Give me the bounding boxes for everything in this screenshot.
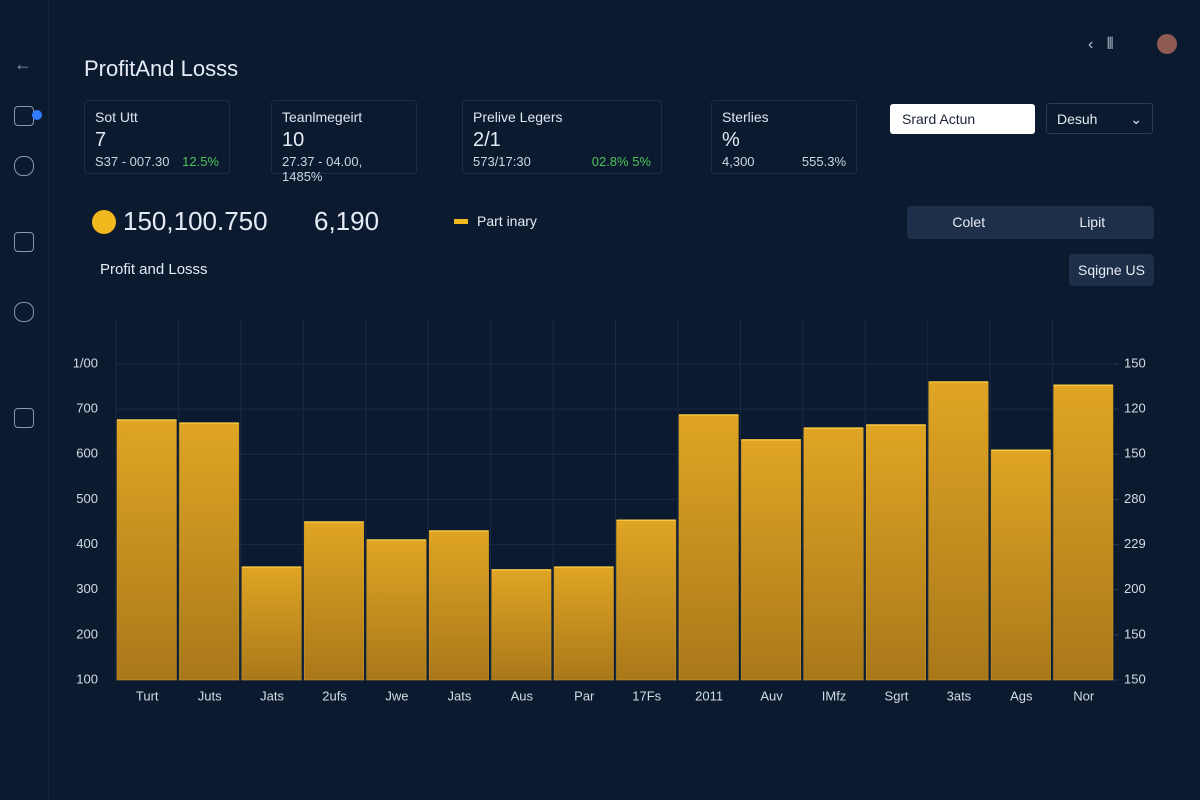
card-change: 12.5% <box>182 154 219 169</box>
stat-card: Prelive Legers 2/1 573/17:30 02.8% 5% <box>462 100 662 174</box>
legend-swatch <box>454 219 468 224</box>
bar <box>803 427 864 681</box>
card-range: S37 - 007.30 <box>95 154 170 169</box>
x-tick-label: Jats <box>447 688 471 703</box>
chart-subtitle: Profit and Losss <box>100 261 208 278</box>
bar <box>928 381 989 681</box>
card-value: 10 <box>282 129 305 151</box>
top-icons[interactable]: ‹ ⦀ <box>1088 36 1114 53</box>
card-change: 555.3% <box>801 154 846 169</box>
card-title: Teanlmegeirt <box>282 109 363 125</box>
bar <box>428 530 489 681</box>
toggle[interactable]: Colet Lipit <box>907 206 1154 239</box>
coin-icon <box>92 210 116 234</box>
card-value: 7 <box>95 129 107 151</box>
back-icon[interactable]: ← <box>14 54 32 74</box>
legend-label: Part inary <box>477 213 537 229</box>
y-tick-label: 400 <box>76 536 98 551</box>
y2-tick-label: 120 <box>1124 401 1146 416</box>
y2-tick-label: 280 <box>1124 491 1146 506</box>
x-tick-label: Turt <box>136 688 159 703</box>
bar <box>553 566 614 681</box>
toggle-option[interactable]: Lipit <box>1079 214 1106 230</box>
total-value: 150,100.750 <box>123 206 268 236</box>
stat-card: Teanlmegeirt 10 27.37 - 04.00, 1485% <box>271 100 417 184</box>
y2-tick-label: 150 <box>1124 446 1146 461</box>
card-title: Prelive Legers <box>473 109 563 125</box>
dropdown-label: Desuh <box>1057 111 1098 127</box>
card-change: 02.8% 5% <box>591 154 651 169</box>
stat-card: Sterlies % 4,300 555.3% <box>711 100 857 174</box>
page-title: ProfitAnd Losss <box>84 56 239 81</box>
bar <box>116 419 177 681</box>
y-tick-label: 300 <box>76 581 98 596</box>
nav-icon[interactable] <box>14 408 34 428</box>
nav-icon[interactable] <box>14 232 34 252</box>
bar <box>304 521 364 681</box>
bar <box>741 439 802 681</box>
sidebar: ← <box>0 0 49 800</box>
x-tick-label: 3ats <box>947 688 972 703</box>
bar <box>616 519 677 681</box>
x-tick-label: IMfz <box>822 688 847 703</box>
avatar[interactable] <box>1157 34 1177 54</box>
y-tick-label: 600 <box>76 446 98 461</box>
y2-tick-label: 229 <box>1124 536 1146 551</box>
toggle-option[interactable]: Colet <box>952 214 986 230</box>
card-range: 573/17:30 <box>473 154 531 169</box>
x-tick-label: Par <box>574 688 595 703</box>
bar <box>491 569 552 681</box>
bar <box>678 414 739 681</box>
bar <box>366 539 427 681</box>
button[interactable]: Sqigne US <box>1069 254 1154 286</box>
y-tick-label: 1/00 <box>73 355 98 370</box>
badge <box>32 110 42 120</box>
secondary-value: 6,190 <box>314 206 380 236</box>
x-tick-label: Jwe <box>385 688 408 703</box>
stat-card: Sot Utt 7 S37 - 007.30 12.5% <box>84 100 230 174</box>
y2-tick-label: 200 <box>1124 581 1146 596</box>
card-value: % <box>722 129 740 151</box>
dropdown[interactable]: Desuh ⌄ <box>1046 103 1153 134</box>
bar <box>990 449 1051 681</box>
card-title: Sterlies <box>722 109 769 125</box>
y2-tick-label: 150 <box>1124 355 1146 370</box>
nav-icon[interactable] <box>14 302 34 322</box>
y2-tick-label: 150 <box>1124 626 1146 641</box>
y-tick-label: 500 <box>76 491 98 506</box>
nav-icon[interactable] <box>14 156 34 176</box>
card-value: 2/1 <box>473 129 501 151</box>
x-tick-label: Sgrt <box>885 688 909 703</box>
card-title: Sot Utt <box>95 109 138 125</box>
bar <box>1053 384 1114 681</box>
x-tick-label: 2011 <box>695 688 723 703</box>
bar <box>179 422 240 681</box>
x-tick-label: Ags <box>1010 688 1033 703</box>
card-range: 27.37 - 04.00, 1485% <box>282 154 363 184</box>
bar <box>241 566 302 681</box>
x-tick-label: Auv <box>760 688 783 703</box>
bar <box>866 424 926 681</box>
y-tick-label: 200 <box>76 626 98 641</box>
card-range: 4,300 <box>722 154 755 169</box>
x-tick-label: 17Fs <box>632 688 661 703</box>
x-tick-label: Jats <box>260 688 284 703</box>
y-tick-label: 100 <box>76 671 98 686</box>
y2-tick-label: 150 <box>1124 671 1146 686</box>
x-tick-label: 2ufs <box>322 688 347 703</box>
x-tick-label: Aus <box>511 688 534 703</box>
x-tick-label: Nor <box>1073 688 1095 703</box>
search-input[interactable]: Srard Actun <box>890 104 1035 134</box>
y-tick-label: 700 <box>76 401 98 416</box>
x-tick-label: Juts <box>198 688 222 703</box>
